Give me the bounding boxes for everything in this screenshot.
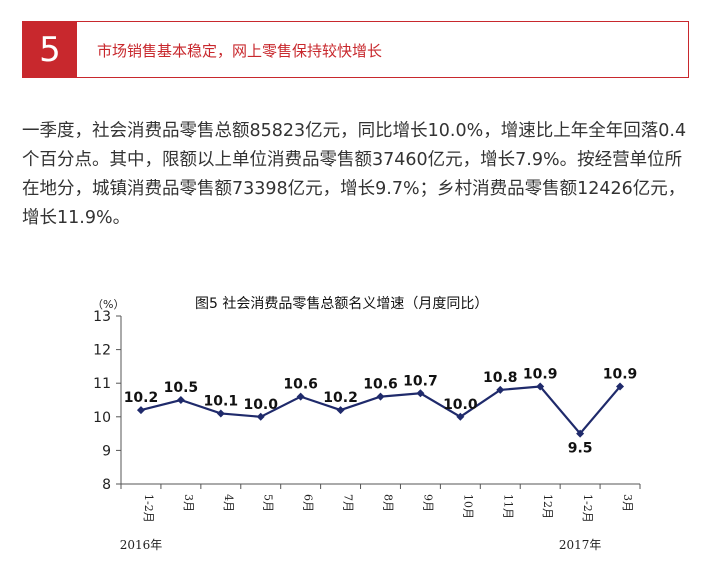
data-point bbox=[296, 392, 305, 401]
chart-axes: 8 9 10 11 12 13 1-2月 3月 4月 5月 6月 7月 8月 9月 10月 11月 12月 1-2… bbox=[93, 309, 641, 552]
x-tick-label: 9月 bbox=[421, 494, 434, 512]
data-label: 10.6 bbox=[363, 377, 398, 393]
data-point bbox=[616, 382, 625, 391]
data-label: 10.2 bbox=[323, 390, 358, 406]
data-point bbox=[536, 382, 545, 391]
data-point bbox=[136, 406, 145, 415]
y-tick-label: 11 bbox=[93, 376, 111, 392]
year-label: 2017年 bbox=[559, 538, 602, 552]
data-point bbox=[176, 396, 185, 404]
x-tick-label: 4月 bbox=[222, 494, 235, 512]
data-label: 10.9 bbox=[523, 367, 558, 383]
section-header: 5 市场销售基本稳定，网上零售保持较快增长 bbox=[22, 21, 689, 78]
y-tick-label: 13 bbox=[93, 309, 111, 325]
x-tick-label: 10月 bbox=[461, 494, 474, 519]
data-point bbox=[576, 429, 585, 438]
y-tick-label: 8 bbox=[102, 477, 111, 493]
x-tick-label: 3月 bbox=[182, 494, 195, 512]
data-point bbox=[216, 409, 225, 418]
data-label: 10.7 bbox=[403, 373, 438, 389]
data-point bbox=[376, 392, 385, 401]
y-axis-unit: （%） bbox=[92, 298, 124, 311]
data-label: 10.2 bbox=[124, 390, 159, 406]
x-tick-label: 5月 bbox=[262, 494, 275, 512]
data-label: 10.8 bbox=[483, 370, 518, 386]
body-paragraph: 一季度，社会消费品零售总额85823亿元，同比增长10.0%，增速比上年全年回落… bbox=[22, 121, 687, 228]
chart-series: 10.210.510.1 10.010.610.210.6 10.710.010.8… bbox=[124, 367, 638, 457]
data-label: 10.9 bbox=[603, 367, 638, 383]
x-tick-label: 6月 bbox=[302, 494, 315, 512]
data-label: 9.5 bbox=[568, 441, 593, 457]
data-point bbox=[496, 385, 505, 394]
data-point bbox=[456, 412, 465, 421]
data-point bbox=[416, 389, 425, 398]
year-label: 2016年 bbox=[120, 538, 163, 552]
data-label: 10.0 bbox=[443, 397, 478, 413]
y-tick-label: 9 bbox=[102, 443, 111, 459]
x-tick-label: 11月 bbox=[501, 494, 514, 519]
data-label: 10.6 bbox=[283, 377, 318, 393]
data-label: 10.0 bbox=[243, 397, 278, 413]
section-title: 市场销售基本稳定，网上零售保持较快增长 bbox=[97, 42, 383, 60]
x-tick-label: 3月 bbox=[621, 494, 634, 512]
data-label: 10.1 bbox=[204, 393, 239, 409]
y-tick-label: 12 bbox=[93, 343, 111, 359]
data-point bbox=[256, 412, 265, 421]
x-tick-label: 8月 bbox=[382, 494, 395, 512]
x-tick-label: 1-2月 bbox=[142, 494, 155, 523]
x-tick-label: 12月 bbox=[541, 494, 554, 519]
y-tick-label: 10 bbox=[93, 410, 111, 426]
line-chart: 图5 社会消费品零售总额名义增速（月度同比） （%） 8 9 10 11 12 13 1-2… bbox=[92, 296, 641, 552]
data-label: 10.5 bbox=[164, 380, 199, 396]
data-point bbox=[336, 406, 345, 415]
section-number: 5 bbox=[23, 22, 77, 77]
x-tick-label: 7月 bbox=[342, 494, 355, 512]
chart-title: 图5 社会消费品零售总额名义增速（月度同比） bbox=[195, 296, 488, 312]
x-tick-label: 1-2月 bbox=[581, 494, 594, 523]
